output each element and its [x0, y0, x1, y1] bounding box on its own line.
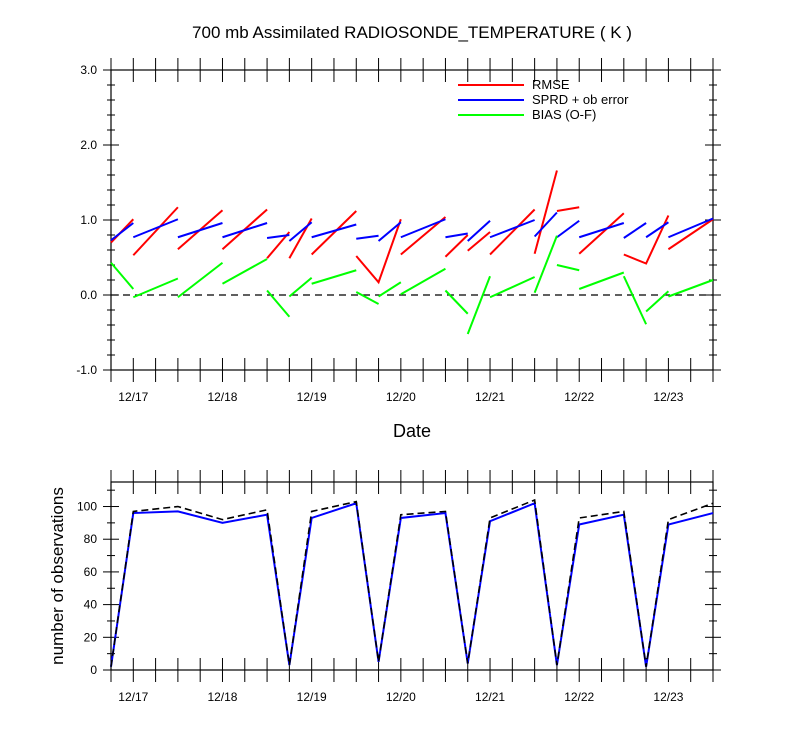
series-bias-o-f-line [311, 269, 357, 285]
x-tick-label: 12/20 [386, 690, 416, 704]
y-tick-label: -1.0 [76, 363, 97, 377]
series-sprd-ob-error-line [377, 221, 402, 242]
y-tick-label: 2.0 [80, 138, 97, 152]
series-rmse-line [310, 210, 357, 256]
series-sprd-ob-error-line [222, 222, 268, 239]
x-tick-label: 12/22 [564, 690, 594, 704]
series-bias-o-f-line [466, 275, 491, 335]
series-bias-o-f-line [578, 271, 625, 290]
series-bias-o-f-line [645, 290, 670, 313]
y-tick-label: 60 [84, 565, 98, 579]
series-bias-o-f-line [533, 235, 558, 294]
series-bias-o-f-line [668, 279, 714, 298]
series-sprd-ob-error-line [645, 221, 669, 239]
x-tick-label: 12/21 [475, 690, 505, 704]
series-bias-o-f-line [132, 277, 179, 299]
series-bias-o-f-line [355, 291, 380, 305]
series-rmse-line [578, 212, 625, 255]
series-rmse-line [533, 170, 558, 255]
series-bias-o-f-line [266, 289, 291, 318]
series-assimilated-line [110, 501, 714, 667]
series-rmse-line [489, 208, 536, 256]
series-possible-line [110, 498, 714, 667]
series-sprd-ob-error-line [489, 219, 535, 239]
series-sprd-ob-error-line [623, 222, 647, 239]
y-tick-label: 100 [77, 500, 97, 514]
series-rmse-line [667, 218, 714, 251]
series-sprd-ob-error-line [266, 234, 290, 239]
x-tick-label: 12/21 [475, 390, 505, 404]
series-bias-o-f-line [622, 275, 648, 325]
plot-frame [110, 69, 714, 371]
x-tick-label: 12/17 [118, 390, 148, 404]
x-tick-label: 12/23 [653, 690, 683, 704]
top-plot: -1.0 0.0 1.0 2.0 3.0 12/17 12/18 12/19 12/20 12/2… [76, 58, 721, 404]
y-axis-label: number of observations [48, 487, 67, 665]
series-rmse-line [132, 206, 179, 256]
series-bias-o-f-line [556, 264, 580, 272]
x-tick-label: 12/23 [653, 390, 683, 404]
series-sprd-ob-error-line [356, 234, 379, 240]
series-sprd-ob-error-line [556, 219, 580, 239]
series-sprd-ob-error-line [668, 217, 714, 239]
series-sprd-ob-error-line [533, 211, 558, 238]
y-tick-label: 1.0 [80, 213, 97, 227]
x-tick-label: 12/19 [297, 390, 327, 404]
series-sprd-ob-error-line [110, 222, 134, 242]
chart-title: 700 mb Assimilated RADIOSONDE_TEMPERATUR… [192, 23, 632, 42]
x-axis-label: Date [393, 421, 431, 441]
y-tick-label: 40 [84, 598, 98, 612]
x-tick-label: 12/20 [386, 390, 416, 404]
y-tick-label: 80 [84, 532, 98, 546]
series-rmse-line [444, 234, 469, 258]
series-sprd-ob-error-line [311, 223, 357, 239]
series-sprd-ob-error-line [578, 222, 625, 239]
y-tick-label: 0 [90, 663, 97, 677]
series-bias-o-f-line [177, 261, 224, 299]
series-sprd-ob-error-line [445, 232, 468, 239]
y-tick-label: 3.0 [80, 63, 97, 77]
series-sprd-ob-error-line [132, 218, 179, 239]
series-rmse-line [355, 218, 402, 285]
plot-frame [110, 481, 714, 671]
x-tick-label: 12/19 [297, 690, 327, 704]
series-bias-o-f-line [400, 267, 446, 296]
series-bias-o-f-line [288, 276, 313, 298]
series-bias-o-f-line [489, 276, 536, 299]
series-rmse-line [467, 231, 491, 252]
series-bias-o-f-line [444, 289, 469, 315]
x-tick-label: 12/18 [207, 690, 237, 704]
series-sprd-ob-error-line [400, 218, 446, 239]
series-rmse-line [623, 215, 670, 265]
legend-label: SPRD + ob error [532, 92, 629, 107]
series-sprd-ob-error-line [177, 222, 223, 239]
x-tick-label: 12/17 [118, 690, 148, 704]
series-sprd-ob-error-line [467, 220, 491, 242]
legend-label: BIAS (O-F) [532, 107, 596, 122]
series-sprd-ob-error-line [288, 221, 313, 242]
x-tick-label: 12/22 [564, 390, 594, 404]
x-tick-label: 12/18 [207, 390, 237, 404]
bottom-plot: 0 20 40 60 80 100 12/17 12/18 12/19 12/20 12/21 12/… [77, 470, 721, 704]
series-bias-o-f-line [221, 258, 268, 285]
series-bias-o-f-line [378, 281, 402, 298]
series-bias-o-f-line [110, 262, 135, 290]
y-tick-label: 0.0 [80, 288, 97, 302]
legend-label: RMSE [532, 77, 570, 92]
series-rmse-line [556, 206, 580, 212]
y-tick-label: 20 [84, 630, 98, 644]
